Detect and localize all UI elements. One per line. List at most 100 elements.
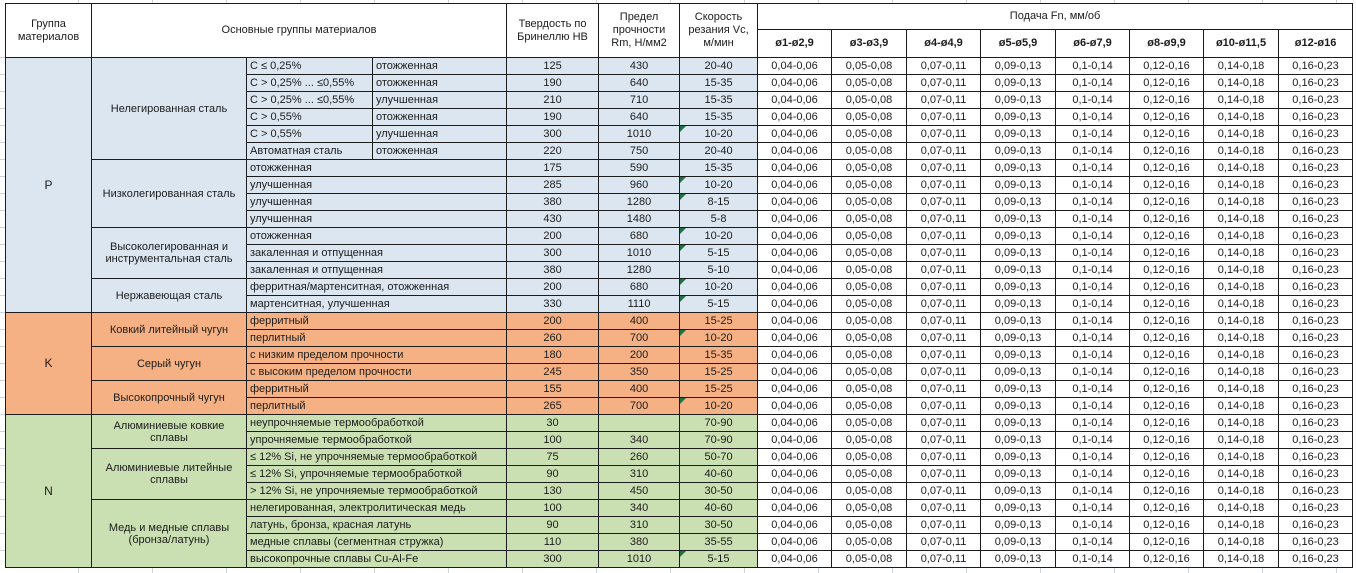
cell-feed-fn[interactable]: 0,09-0,13 [980,499,1057,517]
cell-feed-fn[interactable]: 0,14-0,18 [1203,448,1280,466]
cell-feed-fn[interactable]: 0,04-0,06 [757,465,833,483]
cell-feed-fn[interactable]: 0,04-0,06 [757,125,833,143]
cell-feed-fn[interactable]: 0,16-0,23 [1278,108,1354,126]
cell-feed-fn[interactable]: 0,16-0,23 [1278,550,1354,568]
cell-hardness-hb[interactable]: 220 [506,142,600,160]
cell-feed-fn[interactable]: 0,1-0,14 [1055,108,1131,126]
cell-feed-fn[interactable]: 0,12-0,16 [1129,499,1205,517]
cell-material-spec[interactable]: ≤ 12% Si, упрочняемые термообработкой [245,465,508,483]
cell-feed-fn[interactable]: 0,04-0,06 [757,482,833,500]
cell-feed-fn[interactable]: 0,05-0,08 [831,380,908,398]
cell-hardness-hb[interactable]: 430 [506,210,600,228]
cell-feed-fn[interactable]: 0,04-0,06 [757,363,833,381]
cell-cutting-speed-vc[interactable]: 40-60 [679,499,759,517]
cell-cutting-speed-vc[interactable]: 10-20 [679,125,759,143]
cell-subgroup-name[interactable]: Ковкий литейный чугун [91,312,247,347]
cell-feed-fn[interactable]: 0,1-0,14 [1055,482,1131,500]
cell-feed-fn[interactable]: 0,09-0,13 [980,329,1057,347]
cell-feed-fn[interactable]: 0,05-0,08 [831,125,908,143]
cell-feed-fn[interactable]: 0,1-0,14 [1055,499,1131,517]
cell-cutting-speed-vc[interactable]: 5-8 [679,210,759,228]
cell-feed-fn[interactable]: 0,16-0,23 [1278,312,1354,330]
cell-hardness-hb[interactable]: 245 [506,363,600,381]
cell-feed-fn[interactable]: 0,14-0,18 [1203,176,1280,194]
cell-feed-fn[interactable]: 0,05-0,08 [831,346,908,364]
cell-strength-rm[interactable]: 350 [598,363,681,381]
cell-feed-fn[interactable]: 0,16-0,23 [1278,244,1354,262]
cell-feed-fn[interactable]: 0,1-0,14 [1055,261,1131,279]
cell-feed-fn[interactable]: 0,07-0,11 [906,227,982,245]
cell-feed-fn[interactable]: 0,07-0,11 [906,193,982,211]
cell-feed-fn[interactable]: 0,07-0,11 [906,414,982,432]
cell-feed-fn[interactable]: 0,16-0,23 [1278,57,1354,75]
cell-feed-fn[interactable]: 0,04-0,06 [757,159,833,177]
cell-feed-fn[interactable]: 0,09-0,13 [980,295,1057,313]
cell-feed-fn[interactable]: 0,07-0,11 [906,91,982,109]
cell-feed-fn[interactable]: 0,12-0,16 [1129,482,1205,500]
cell-feed-fn[interactable]: 0,09-0,13 [980,346,1057,364]
cell-feed-fn[interactable]: 0,09-0,13 [980,312,1057,330]
cell-material-spec[interactable]: медные сплавы (сегментная стружка) [245,533,508,551]
cell-strength-rm[interactable]: 400 [598,380,681,398]
cell-feed-fn[interactable]: 0,05-0,08 [831,363,908,381]
cell-hardness-hb[interactable]: 130 [506,482,600,500]
cell-feed-fn[interactable]: 0,05-0,08 [831,74,908,92]
cell-feed-fn[interactable]: 0,1-0,14 [1055,516,1131,534]
cell-cutting-speed-vc[interactable]: 8-15 [679,193,759,211]
cell-cutting-speed-vc[interactable]: 10-20 [679,329,759,347]
cell-feed-fn[interactable]: 0,14-0,18 [1203,363,1280,381]
cell-feed-fn[interactable]: 0,12-0,16 [1129,227,1205,245]
cell-feed-fn[interactable]: 0,09-0,13 [980,244,1057,262]
cell-hardness-hb[interactable]: 110 [506,533,600,551]
cell-feed-fn[interactable]: 0,07-0,11 [906,397,982,415]
cell-strength-rm[interactable]: 1110 [598,295,681,313]
cell-feed-fn[interactable]: 0,12-0,16 [1129,91,1205,109]
cell-feed-fn[interactable]: 0,09-0,13 [980,516,1057,534]
cell-feed-fn[interactable]: 0,09-0,13 [980,550,1057,568]
cell-feed-fn[interactable]: 0,04-0,06 [757,312,833,330]
cell-feed-fn[interactable]: 0,05-0,08 [831,312,908,330]
cell-feed-fn[interactable]: 0,04-0,06 [757,346,833,364]
cell-feed-fn[interactable]: 0,07-0,11 [906,261,982,279]
cell-feed-fn[interactable]: 0,09-0,13 [980,91,1057,109]
cell-heat-treatment[interactable]: отожженная [371,108,508,126]
cell-subgroup-name[interactable]: Медь и медные сплавы (бронза/латунь) [91,499,247,568]
cell-feed-fn[interactable]: 0,09-0,13 [980,176,1057,194]
cell-feed-fn[interactable]: 0,07-0,11 [906,329,982,347]
cell-feed-fn[interactable]: 0,07-0,11 [906,74,982,92]
cell-feed-fn[interactable]: 0,14-0,18 [1203,295,1280,313]
cell-feed-fn[interactable]: 0,04-0,06 [757,329,833,347]
cell-feed-fn[interactable]: 0,1-0,14 [1055,448,1131,466]
cell-feed-fn[interactable]: 0,14-0,18 [1203,57,1280,75]
cell-hardness-hb[interactable]: 90 [506,465,600,483]
cell-feed-fn[interactable]: 0,12-0,16 [1129,431,1205,449]
cell-feed-fn[interactable]: 0,16-0,23 [1278,193,1354,211]
cell-feed-fn[interactable]: 0,14-0,18 [1203,142,1280,160]
cell-feed-fn[interactable]: 0,16-0,23 [1278,482,1354,500]
cell-feed-fn[interactable]: 0,05-0,08 [831,397,908,415]
col-header-feed[interactable]: Подача Fn, мм/об [757,3,1354,30]
cell-material-spec[interactable]: отожженная [245,159,508,177]
cell-feed-fn[interactable]: 0,12-0,16 [1129,159,1205,177]
cell-hardness-hb[interactable]: 100 [506,499,600,517]
cell-feed-fn[interactable]: 0,09-0,13 [980,431,1057,449]
cell-feed-fn[interactable]: 0,04-0,06 [757,193,833,211]
cell-feed-fn[interactable]: 0,16-0,23 [1278,448,1354,466]
col-header-diameter-range[interactable]: ø12-ø16 [1278,29,1354,58]
cell-material-spec[interactable]: C > 0,55% [246,108,373,126]
cell-feed-fn[interactable]: 0,16-0,23 [1278,295,1354,313]
cell-material-spec[interactable]: закаленная и отпущенная [245,244,508,262]
cell-material-spec[interactable]: ферритный [245,312,508,330]
cell-feed-fn[interactable]: 0,07-0,11 [906,465,982,483]
cell-feed-fn[interactable]: 0,1-0,14 [1055,414,1131,432]
cell-feed-fn[interactable]: 0,16-0,23 [1278,516,1354,534]
cell-feed-fn[interactable]: 0,1-0,14 [1055,295,1131,313]
cell-feed-fn[interactable]: 0,05-0,08 [831,142,908,160]
cell-group-letter[interactable]: K [5,312,92,415]
cell-feed-fn[interactable]: 0,09-0,13 [980,261,1057,279]
cell-feed-fn[interactable]: 0,1-0,14 [1055,380,1131,398]
cell-strength-rm[interactable]: 260 [598,448,681,466]
cell-feed-fn[interactable]: 0,16-0,23 [1278,74,1354,92]
cell-heat-treatment[interactable]: отожженная [371,74,508,92]
cell-material-spec[interactable]: нелегированная, электролитическая медь [245,499,508,517]
